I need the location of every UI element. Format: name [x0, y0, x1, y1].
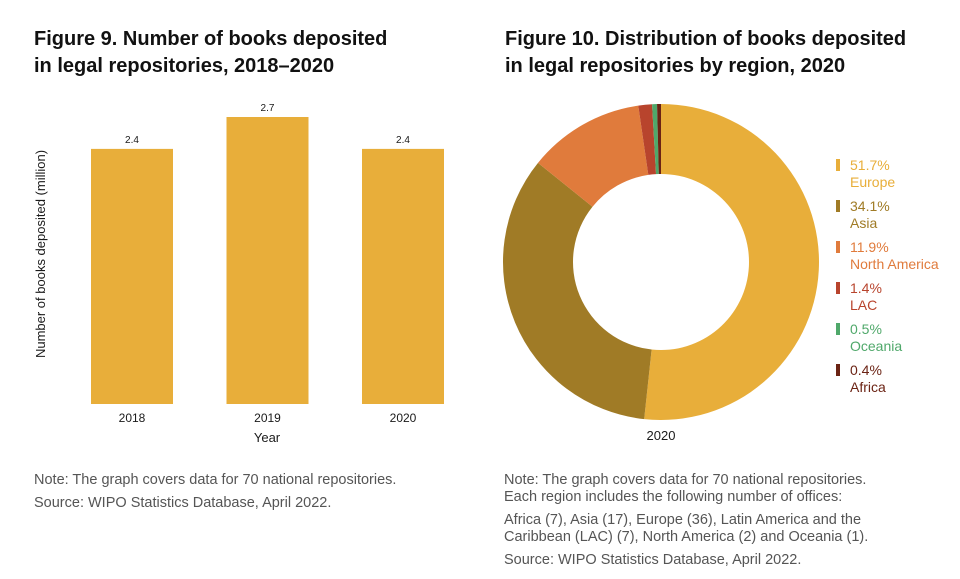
figure9-bar-chart: 2.4 2018 2.7 2019 2.4 2020 Number of books de… — [33, 103, 444, 445]
legend-label: Europe — [850, 174, 896, 190]
figure10-note-line2: Each region includes the following numbe… — [504, 489, 843, 505]
bar-value-label: 2.4 — [396, 135, 410, 146]
legend-percentage: 1.4% — [850, 280, 882, 296]
x-tick-label: 2018 — [119, 411, 146, 425]
legend-percentage: 0.5% — [850, 321, 882, 337]
legend-label: Asia — [850, 215, 878, 231]
bar-value-label: 2.4 — [125, 135, 139, 146]
legend-label: Africa — [850, 379, 886, 395]
y-axis-label: Number of books deposited (million) — [33, 150, 48, 358]
bar-2018 — [91, 148, 173, 404]
figure10-offices: Africa (7), Asia (17), Europe (36), Lati… — [504, 512, 954, 546]
legend-swatch — [836, 200, 840, 212]
legend-label: LAC — [850, 297, 878, 313]
figure10-source: Source: WIPO Statistics Database, April … — [504, 552, 802, 568]
legend-percentage: 34.1% — [850, 198, 890, 214]
figure9-note: Note: The graph covers data for 70 natio… — [34, 472, 397, 488]
legend-label: North America — [850, 256, 939, 272]
legend-item-europe: 51.7% Europe — [836, 157, 939, 191]
legend-item-north-america: 11.9% North America — [836, 239, 939, 273]
legend-percentage: 51.7% — [850, 157, 890, 173]
legend-item-asia: 34.1% Asia — [836, 198, 939, 232]
donut-slice-europe — [644, 104, 820, 420]
figure10-title-line1: Figure 10. Distribution of books deposit… — [505, 28, 907, 50]
figure9-title-line2: in legal repositories, 2018–2020 — [34, 55, 335, 77]
figure9-notes: Note: The graph covers data for 70 natio… — [34, 472, 474, 518]
legend-swatch — [836, 323, 840, 335]
figure10-offices-line2: Caribbean (LAC) (7), North America (2) a… — [504, 529, 869, 545]
figure10-note-line1: Note: The graph covers data for 70 natio… — [504, 472, 867, 488]
figure10-title: Figure 10. Distribution of books deposit… — [505, 26, 955, 80]
legend-swatch — [836, 241, 840, 253]
bar-2020 — [362, 148, 444, 404]
donut-slices — [502, 104, 820, 420]
donut-slice-north-america — [538, 105, 649, 207]
figure9-source: Source: WIPO Statistics Database, April … — [34, 495, 332, 511]
donut-category-label: 2020 — [647, 428, 676, 443]
figure10-offices-line1: Africa (7), Asia (17), Europe (36), Lati… — [504, 512, 862, 528]
figure10-legend: 51.7% Europe 34.1% Asia 11.9% North America 1.… — [836, 157, 939, 403]
x-tick-label: 2019 — [254, 411, 281, 425]
donut-slice-asia — [502, 162, 652, 420]
x-axis-label: Year — [254, 430, 281, 445]
figure9-title-line1: Figure 9. Number of books deposited — [34, 28, 388, 50]
legend-swatch — [836, 159, 840, 171]
legend-swatch — [836, 364, 840, 376]
bar-value-label: 2.7 — [261, 103, 275, 114]
legend-item-lac: 1.4% LAC — [836, 280, 939, 314]
legend-label: Oceania — [850, 338, 903, 354]
legend-percentage: 11.9% — [850, 239, 889, 255]
legend-item-africa: 0.4% Africa — [836, 362, 939, 396]
figure10-note: Note: The graph covers data for 70 natio… — [504, 472, 954, 506]
legend-swatch — [836, 282, 840, 294]
figure10-title-line2: in legal repositories by region, 2020 — [505, 55, 846, 77]
legend-item-oceania: 0.5% Oceania — [836, 321, 939, 355]
figure10-notes: Note: The graph covers data for 70 natio… — [504, 472, 954, 575]
x-tick-label: 2020 — [390, 411, 417, 425]
donut-slice-lac — [638, 104, 657, 175]
donut-slice-africa — [657, 104, 661, 175]
legend-percentage: 0.4% — [850, 362, 882, 378]
bar-2019 — [226, 117, 309, 404]
bars-group: 2.4 2018 2.7 2019 2.4 2020 — [91, 103, 444, 425]
figure9-title: Figure 9. Number of books deposited in l… — [34, 26, 454, 80]
donut-slice-oceania — [652, 104, 659, 175]
